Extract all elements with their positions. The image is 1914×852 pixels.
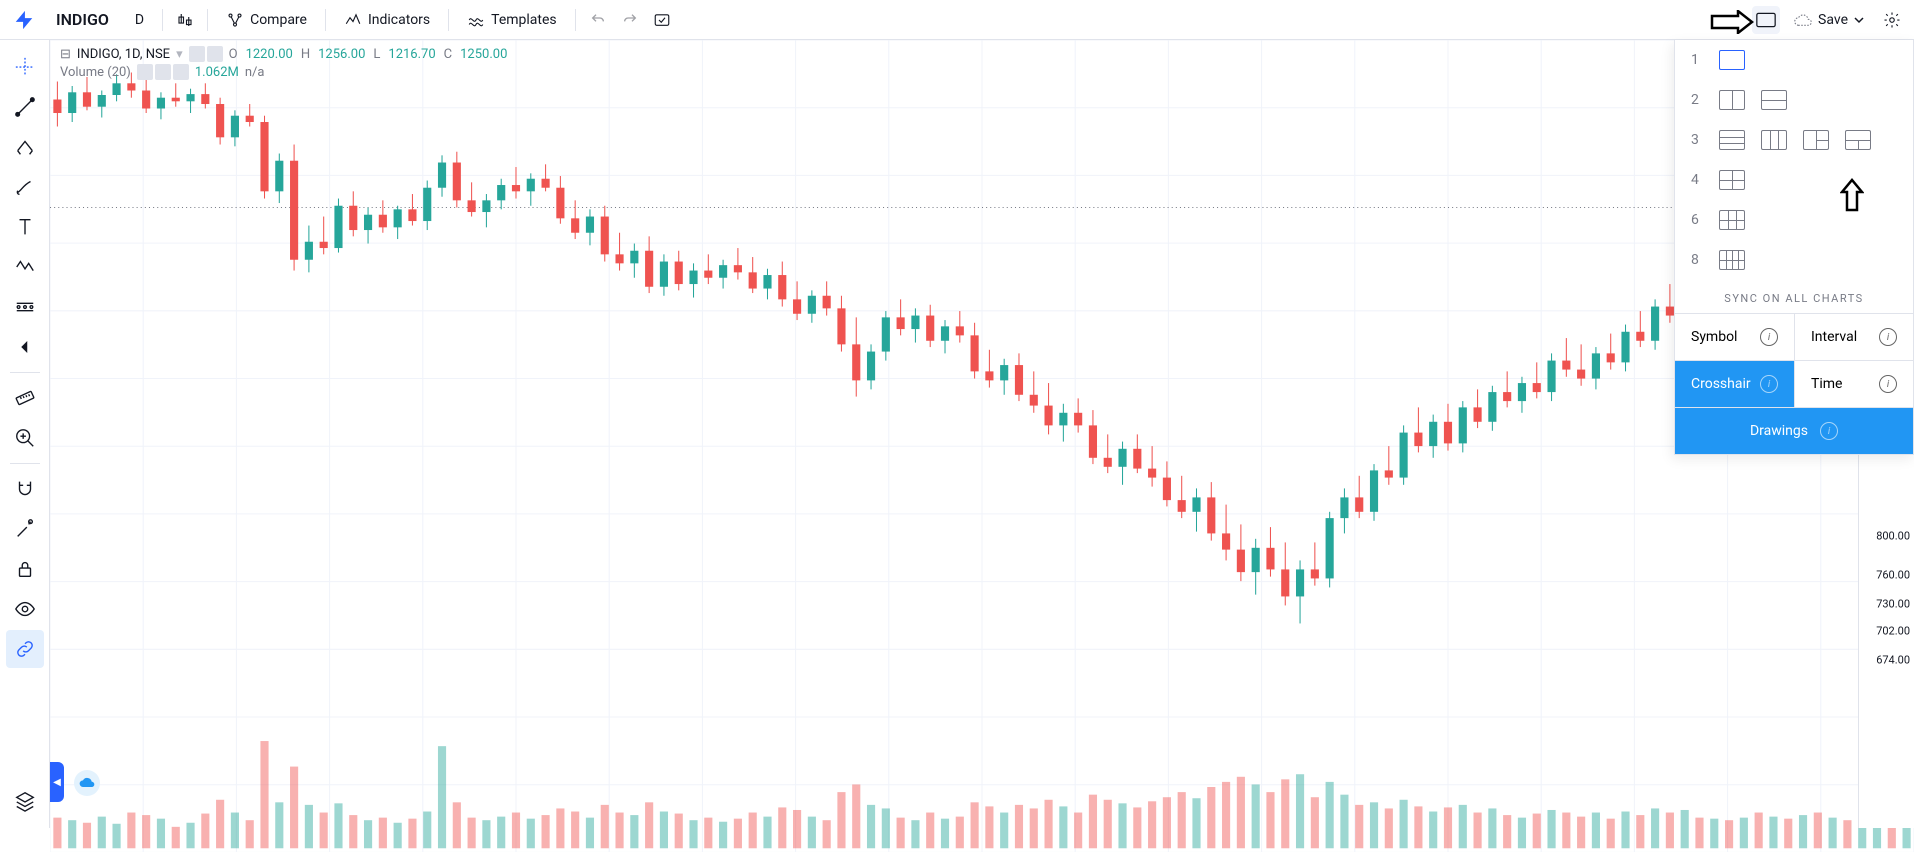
chart-legend: ⊟ INDIGO, 1D, NSE ▾ O1220.00 H1256.00 L1… (60, 46, 507, 80)
layout-select-button[interactable] (1752, 6, 1780, 34)
chart-canvas[interactable] (50, 40, 1914, 852)
layout-2h[interactable] (1761, 90, 1787, 110)
zoom-tool[interactable] (6, 419, 44, 457)
magnet-tool[interactable] (6, 470, 44, 508)
sync-header: SYNC ON ALL CHARTS (1675, 280, 1913, 313)
h-label: H (301, 47, 310, 62)
o-val: 1220.00 (246, 47, 293, 62)
top-toolbar: INDIGO D Compare Indicators Templates Sa… (0, 0, 1914, 40)
layers-tool[interactable] (6, 782, 44, 820)
measure-tool[interactable] (6, 379, 44, 417)
pitchfork-tool[interactable] (6, 128, 44, 166)
back-arrow[interactable] (6, 328, 44, 366)
collapse-handle[interactable]: ◀ (50, 762, 64, 802)
layout-6[interactable] (1719, 210, 1745, 230)
l-val: 1216.70 (388, 47, 435, 62)
collapse-icon[interactable]: ⊟ (60, 47, 71, 62)
o-label: O (229, 47, 238, 62)
l-label: L (373, 47, 380, 62)
layout-4[interactable] (1719, 170, 1745, 190)
undo-button[interactable] (584, 6, 612, 34)
interval-button[interactable]: D (125, 4, 154, 36)
volume-na: n/a (245, 65, 265, 80)
crosshair-tool[interactable] (6, 48, 44, 86)
annotation-arrow-right (1710, 10, 1754, 38)
layout-panel: 1 2 3 4 6 8 SYNC ON ALL CHA (1674, 40, 1914, 455)
layout-row-2: 2 (1675, 80, 1913, 120)
left-sidebar (0, 40, 50, 828)
layout-8[interactable] (1719, 250, 1745, 270)
text-tool[interactable] (6, 208, 44, 246)
layout-1[interactable] (1719, 50, 1745, 70)
volume-controls[interactable] (137, 64, 189, 80)
c-label: C (444, 47, 452, 62)
layout-3v[interactable] (1761, 130, 1787, 150)
layout-row-3: 3 (1675, 120, 1913, 160)
layout-row-1: 1 (1675, 40, 1913, 80)
legend-symbol[interactable]: INDIGO, 1D, NSE (77, 47, 170, 62)
layout-2v[interactable] (1719, 90, 1745, 110)
legend-controls[interactable] (189, 46, 223, 62)
hide-tool[interactable] (6, 590, 44, 628)
logo (8, 4, 40, 36)
templates-button[interactable]: Templates (457, 4, 567, 36)
sync-crosshair[interactable]: Crosshairi (1675, 360, 1794, 407)
trendline-tool[interactable] (6, 88, 44, 126)
sync-time[interactable]: Timei (1794, 360, 1913, 407)
volume-label[interactable]: Volume (20) (60, 65, 131, 80)
compare-button[interactable]: Compare (216, 4, 317, 36)
sync-drawings[interactable]: Drawingsi (1675, 407, 1913, 454)
layout-row-8: 8 (1675, 240, 1913, 280)
save-button[interactable]: Save (1784, 4, 1874, 36)
chart-area[interactable]: ⊟ INDIGO, 1D, NSE ▾ O1220.00 H1256.00 L1… (50, 40, 1914, 828)
pattern-tool[interactable] (6, 248, 44, 286)
lock-tool[interactable] (6, 510, 44, 548)
h-val: 1256.00 (318, 47, 365, 62)
redo-button[interactable] (616, 6, 644, 34)
legend-dropdown[interactable]: ▾ (176, 47, 183, 62)
sync-interval[interactable]: Intervali (1794, 313, 1913, 360)
symbol-name[interactable]: INDIGO (44, 10, 121, 29)
lock-drawings[interactable] (6, 550, 44, 588)
layout-3-left[interactable] (1803, 130, 1829, 150)
layout-3-top[interactable] (1845, 130, 1871, 150)
brush-tool[interactable] (6, 168, 44, 206)
layout-3h[interactable] (1719, 130, 1745, 150)
volume-val: 1.062M (195, 65, 239, 80)
checkmark-button[interactable] (648, 6, 676, 34)
c-val: 1250.00 (460, 47, 507, 62)
forecast-tool[interactable] (6, 288, 44, 326)
chart-style-button[interactable] (171, 6, 199, 34)
annotation-arrow-up (1840, 178, 1864, 216)
sync-symbol[interactable]: Symboli (1675, 313, 1794, 360)
layout-row-4: 4 (1675, 160, 1913, 200)
cloud-icon (74, 770, 100, 796)
layout-row-6: 6 (1675, 200, 1913, 240)
indicators-button[interactable]: Indicators (334, 4, 440, 36)
link-tool[interactable] (6, 630, 44, 668)
settings-button[interactable] (1878, 6, 1906, 34)
